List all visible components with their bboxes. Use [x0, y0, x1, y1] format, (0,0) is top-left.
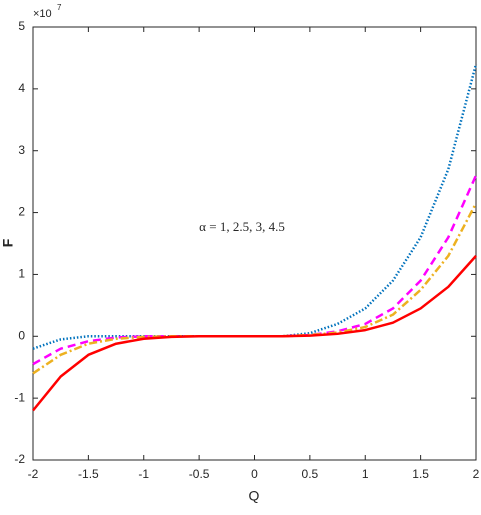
y-tick-label: 5 [18, 19, 25, 33]
x-tick-label: 1.5 [412, 467, 429, 481]
x-tick-label: -1 [138, 467, 149, 481]
x-tick-label: 1 [362, 467, 369, 481]
x-tick-label: -0.5 [189, 467, 210, 481]
x-axis-label: Q [249, 488, 260, 504]
y-tick-label: 1 [18, 267, 25, 281]
x-tick-label: -1.5 [78, 467, 99, 481]
y-tick-label: 4 [18, 81, 25, 95]
y-axis-label: F [0, 238, 16, 247]
y-exponent-power: 7 [57, 3, 62, 12]
series-line [32, 63, 478, 350]
x-tick-label: 2 [473, 467, 480, 481]
x-tick-label: 0.5 [302, 467, 319, 481]
plot-frame [32, 26, 477, 461]
y-tick-label: 2 [18, 205, 25, 219]
annotation: α = 1, 2.5, 3, 4.5 [199, 219, 285, 234]
y-tick-label: 3 [18, 143, 25, 157]
y-exponent-base: ×10 [33, 8, 52, 20]
x-tick-label: -2 [28, 467, 39, 481]
y-tick-label: -2 [14, 452, 25, 466]
x-tick-label: 0 [251, 467, 258, 481]
series-line [32, 255, 477, 412]
y-tick-label: -1 [14, 390, 25, 404]
y-tick-label: 0 [18, 328, 25, 342]
